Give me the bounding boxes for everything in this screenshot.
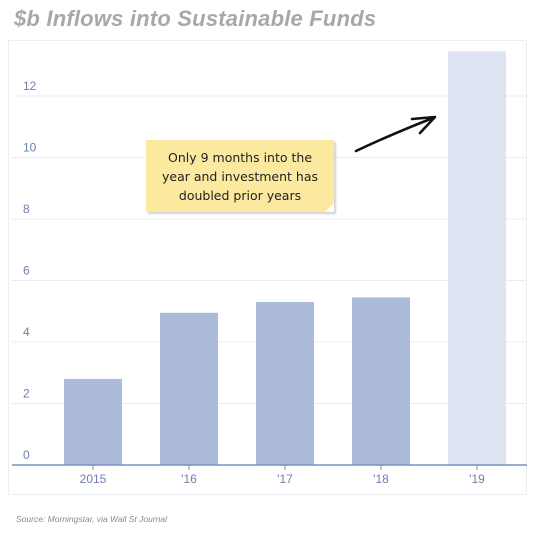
- bar-2: [256, 302, 314, 465]
- chart-frame: [8, 40, 527, 495]
- source-note: Source: Morningstar, via Wall St Journal: [16, 514, 168, 524]
- x-tick-label-0: 2015: [80, 472, 107, 486]
- annotation-note: Only 9 months into the year and investme…: [146, 140, 334, 212]
- y-tick-label-12: 12: [23, 79, 37, 93]
- bar-0: [64, 378, 122, 465]
- x-tick-label-2: '17: [277, 472, 293, 486]
- bar-1: [160, 312, 218, 465]
- y-tick-label-0: 0: [23, 448, 30, 462]
- bar-3: [352, 297, 410, 465]
- bar-4: [448, 51, 506, 465]
- chart-title: $b Inflows into Sustainable Funds: [14, 6, 377, 31]
- y-tick-label-10: 10: [23, 141, 37, 155]
- arrow-shaft: [354, 116, 435, 153]
- annotation-text: Only 9 months into the year and investme…: [161, 149, 318, 203]
- x-tick-label-4: '19: [469, 472, 485, 486]
- x-tick-label-1: '16: [181, 472, 197, 486]
- y-tick-label-6: 6: [23, 264, 30, 278]
- y-tick-label-2: 2: [23, 387, 30, 401]
- arrow-head: [410, 115, 437, 135]
- y-tick-label-8: 8: [23, 202, 30, 216]
- y-tick-label-4: 4: [23, 325, 30, 339]
- x-tick-label-3: '18: [373, 472, 389, 486]
